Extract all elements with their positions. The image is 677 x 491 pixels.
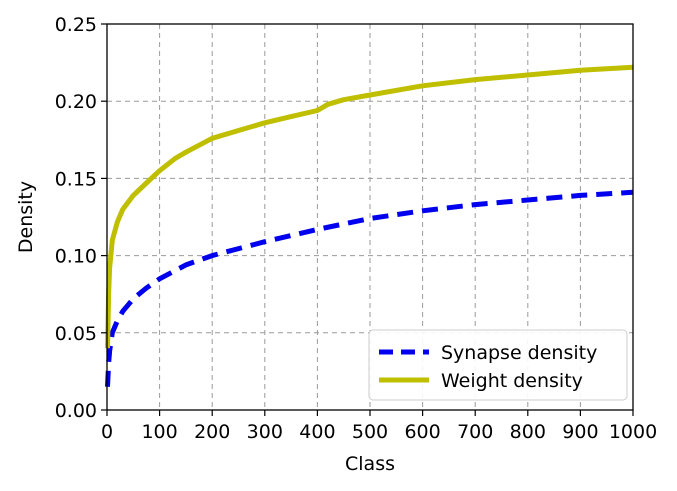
x-tick-label: 700 bbox=[457, 421, 493, 443]
y-tick-label: 0.10 bbox=[55, 246, 97, 268]
y-tick-label: 0.05 bbox=[55, 323, 97, 345]
x-tick-label: 400 bbox=[299, 421, 335, 443]
x-tick-label: 0 bbox=[101, 421, 113, 443]
y-tick-label: 0.00 bbox=[55, 400, 97, 422]
series-layer bbox=[105, 64, 634, 387]
y-tick-label: 0.15 bbox=[55, 168, 97, 190]
legend-label: Weight density bbox=[441, 370, 583, 392]
x-tick-label: 500 bbox=[352, 421, 388, 443]
x-axis-label: Class bbox=[345, 453, 395, 475]
series-line-synapse-density bbox=[105, 189, 634, 387]
x-tick-label: 600 bbox=[404, 421, 440, 443]
y-axis-label: Density bbox=[15, 181, 37, 253]
x-tick-label: 100 bbox=[141, 421, 177, 443]
x-tick-label: 300 bbox=[247, 421, 283, 443]
ticks: 0 100 200 300 400 500 600 700 800 900 1000 0.00 0.05… bbox=[55, 14, 657, 443]
x-tick-label: 900 bbox=[562, 421, 598, 443]
legend-box bbox=[368, 329, 628, 401]
series-line-weight-density bbox=[105, 64, 634, 349]
legend-label: Synapse density bbox=[441, 342, 597, 364]
x-tick-label: 800 bbox=[510, 421, 546, 443]
y-tick-label: 0.25 bbox=[55, 14, 97, 36]
y-tick-label: 0.20 bbox=[55, 91, 97, 113]
x-tick-label: 200 bbox=[194, 421, 230, 443]
x-tick-label: 1000 bbox=[609, 421, 657, 443]
legend: Synapse density Weight density bbox=[368, 329, 628, 401]
